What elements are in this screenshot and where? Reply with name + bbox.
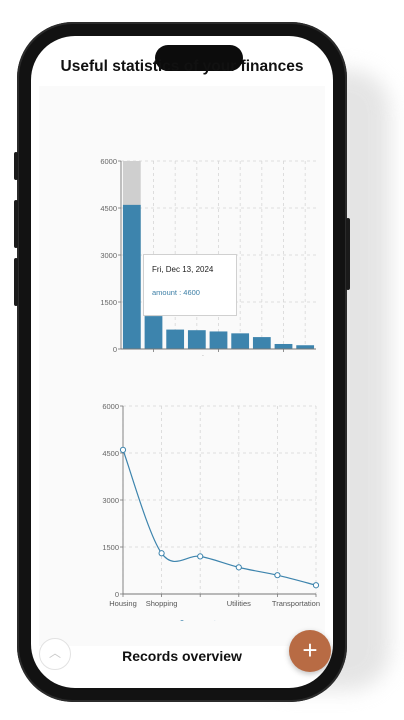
data-point [312, 582, 320, 589]
phone-screen: Useful statistics of your finances 0 1500… [31, 36, 333, 688]
y-tick-label: 6000 [100, 157, 117, 166]
y-tick-label: 3000 [102, 496, 119, 505]
y-tick-label: 3000 [100, 251, 117, 260]
bar [296, 345, 315, 349]
x-tick-label: Utilities [227, 599, 251, 608]
bar-chart[interactable]: 0 1500 3000 4500 6000 Sun, Dec 8, 2024 Wed, De… [31, 116, 333, 356]
x-tick-label: Mon, Dec 2, 2024 [254, 354, 313, 356]
y-tick-label: 0 [115, 590, 119, 599]
phone-power-button [346, 218, 350, 290]
bar [231, 333, 250, 349]
bar [166, 329, 185, 349]
dynamic-island [155, 45, 243, 71]
x-tick-label: Housing [109, 599, 137, 608]
x-tick-label: Shopping [146, 599, 178, 608]
legend-label: amount [191, 619, 217, 622]
phone-volume-down-button [14, 258, 18, 306]
scroll-to-top-button[interactable]: ︿ [39, 638, 71, 670]
phone-frame: Useful statistics of your finances 0 1500… [14, 22, 350, 702]
line-chart[interactable]: 0 1500 3000 4500 6000 Housing Shopping Utilitie… [31, 361, 333, 621]
y-tick-label: 4500 [102, 449, 119, 458]
bar [252, 337, 271, 349]
phone-mute-button [14, 152, 18, 180]
series-line [122, 449, 317, 586]
x-tick-label: Sun, Dec 8, 2024 [125, 354, 183, 356]
bar [209, 331, 228, 349]
data-point [235, 564, 242, 571]
bar [122, 204, 141, 349]
y-tick-label: 1500 [100, 298, 117, 307]
phone-volume-up-button [14, 200, 18, 248]
chevron-up-icon: ︿ [48, 646, 61, 660]
chart-tooltip: Fri, Dec 13, 2024 amount : 4600 [143, 254, 237, 316]
data-point [119, 446, 127, 453]
x-tick-label: Wed, Dec 4, 2024 [189, 354, 249, 356]
y-tick-label: 4500 [100, 204, 117, 213]
y-tick-label: 1500 [102, 543, 119, 552]
plus-icon: + [302, 635, 318, 665]
bar [144, 316, 163, 349]
page-title: Useful statistics of your finances [60, 58, 304, 75]
bar [274, 343, 293, 349]
add-record-button[interactable]: + [289, 630, 331, 672]
tooltip-date: Fri, Dec 13, 2024 [152, 265, 214, 274]
bar [187, 330, 206, 349]
y-tick-label: 6000 [102, 402, 119, 411]
records-overview-heading: Records overview [122, 648, 242, 664]
y-tick-label: 0 [113, 345, 117, 354]
x-tick-label: Transportation [272, 599, 320, 608]
tooltip-value: amount : 4600 [152, 288, 200, 297]
data-point [158, 550, 165, 557]
data-point [274, 572, 281, 579]
data-point [197, 553, 204, 560]
